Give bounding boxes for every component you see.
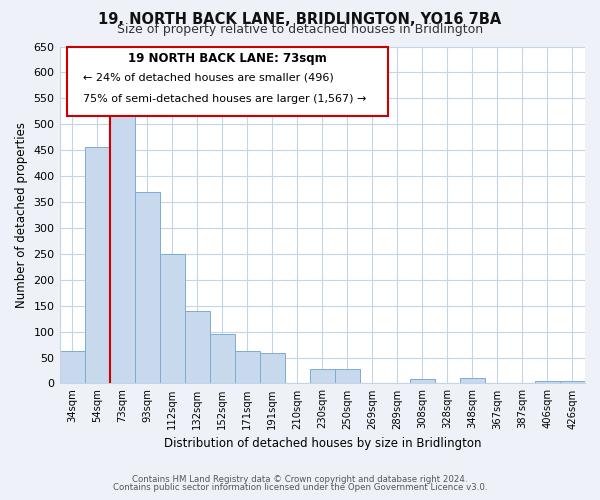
Bar <box>160 254 185 384</box>
Text: 19, NORTH BACK LANE, BRIDLINGTON, YO16 7BA: 19, NORTH BACK LANE, BRIDLINGTON, YO16 7… <box>98 12 502 28</box>
Bar <box>535 381 560 384</box>
Text: 75% of semi-detached houses are larger (1,567) →: 75% of semi-detached houses are larger (… <box>83 94 367 104</box>
Bar <box>335 369 360 384</box>
X-axis label: Distribution of detached houses by size in Bridlington: Distribution of detached houses by size … <box>164 437 481 450</box>
Bar <box>410 380 435 384</box>
Bar <box>209 334 235 384</box>
Text: Size of property relative to detached houses in Bridlington: Size of property relative to detached ho… <box>117 24 483 36</box>
Text: 19 NORTH BACK LANE: 73sqm: 19 NORTH BACK LANE: 73sqm <box>128 52 327 64</box>
Bar <box>235 352 260 384</box>
Bar <box>460 378 485 384</box>
Bar <box>560 381 585 384</box>
FancyBboxPatch shape <box>67 46 388 116</box>
Y-axis label: Number of detached properties: Number of detached properties <box>15 122 28 308</box>
Bar <box>185 311 209 384</box>
Bar <box>59 352 85 384</box>
Bar <box>134 192 160 384</box>
Text: Contains HM Land Registry data © Crown copyright and database right 2024.: Contains HM Land Registry data © Crown c… <box>132 475 468 484</box>
Bar <box>260 354 285 384</box>
Bar <box>110 114 134 384</box>
Bar <box>85 146 110 384</box>
Bar <box>310 369 335 384</box>
Text: Contains public sector information licensed under the Open Government Licence v3: Contains public sector information licen… <box>113 483 487 492</box>
Text: ← 24% of detached houses are smaller (496): ← 24% of detached houses are smaller (49… <box>83 73 334 83</box>
